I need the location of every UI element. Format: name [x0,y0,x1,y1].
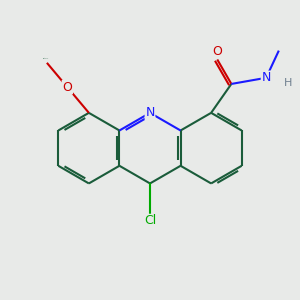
Text: methoxy: methoxy [43,58,50,59]
Text: Cl: Cl [144,214,156,227]
Text: O: O [62,81,72,94]
Text: H: H [284,78,292,88]
Text: O: O [212,45,222,58]
Text: N: N [145,106,155,119]
Text: N: N [261,71,271,84]
